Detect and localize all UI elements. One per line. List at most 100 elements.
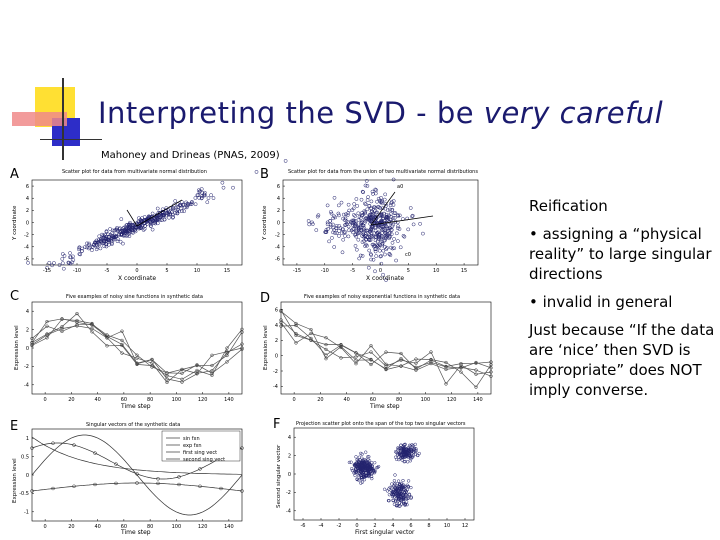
xtick-label: 60	[370, 397, 376, 403]
series-point	[90, 330, 94, 334]
data-point	[150, 215, 154, 219]
panel-letter-a: A	[10, 167, 19, 182]
xtick-label: 0	[44, 524, 47, 530]
data-point	[357, 230, 362, 235]
series-point	[279, 320, 283, 325]
data-point	[373, 235, 378, 239]
curve-point	[219, 486, 223, 491]
xtick-label: 0	[135, 268, 138, 274]
ytick-label: 4	[288, 435, 291, 441]
curve-point	[177, 482, 181, 487]
data-point	[346, 224, 351, 229]
series-point	[324, 336, 328, 340]
data-point	[323, 230, 328, 234]
data-point	[356, 237, 361, 242]
series-point	[474, 360, 478, 365]
data-point	[148, 220, 153, 225]
data-point	[60, 252, 65, 256]
series-point	[75, 311, 79, 316]
data-point	[385, 226, 390, 231]
xtick-label: 20	[68, 397, 74, 403]
data-point	[406, 479, 411, 483]
ytick-label: -6	[24, 257, 29, 263]
series-point	[324, 342, 328, 347]
data-point	[356, 218, 361, 222]
data-point	[396, 239, 400, 243]
data-point	[379, 254, 384, 258]
series-point	[225, 346, 229, 350]
xtick-label: -10	[73, 268, 81, 274]
data-point	[162, 217, 167, 222]
series-point	[474, 385, 478, 389]
data-point	[119, 217, 124, 221]
data-point	[354, 462, 358, 466]
data-point	[26, 260, 30, 265]
xtick-label: -6	[301, 523, 306, 529]
data-point	[220, 180, 225, 185]
data-point	[376, 245, 381, 250]
series-point	[369, 344, 373, 348]
data-point	[395, 226, 400, 231]
series-point	[399, 364, 403, 368]
series-point	[324, 353, 328, 357]
data-point	[357, 468, 361, 473]
data-point	[52, 261, 56, 265]
data-point	[405, 496, 410, 501]
data-point	[345, 222, 349, 227]
singular-direction-arrow	[136, 199, 183, 227]
data-point	[362, 209, 367, 214]
data-point	[155, 206, 160, 211]
data-point	[421, 231, 425, 236]
data-point	[328, 224, 333, 229]
data-point	[346, 220, 350, 225]
series-point	[294, 341, 298, 345]
data-point	[398, 504, 402, 508]
ytick-label: -6	[275, 257, 280, 263]
data-point	[387, 219, 392, 224]
data-point	[126, 223, 131, 227]
xlabel-f: First singular vector	[355, 529, 415, 536]
data-point	[180, 209, 184, 213]
data-point	[393, 211, 398, 215]
xtick-label: 20	[317, 397, 323, 403]
data-point	[78, 252, 83, 257]
data-point	[360, 213, 364, 218]
data-point	[361, 230, 366, 235]
data-point	[124, 227, 128, 232]
data-point	[365, 474, 369, 478]
series-point	[30, 341, 34, 345]
xtick-label: 0	[293, 397, 296, 403]
data-point	[393, 482, 397, 486]
data-point	[131, 222, 135, 227]
data-point	[399, 443, 403, 447]
data-point	[361, 212, 365, 217]
data-point	[406, 447, 411, 451]
data-point	[394, 504, 399, 508]
data-point	[369, 257, 373, 262]
series-point	[294, 321, 298, 326]
data-point	[370, 209, 375, 214]
series-point	[165, 380, 169, 385]
ytick-label: 0	[275, 353, 278, 359]
data-point	[383, 230, 387, 235]
series-point	[180, 367, 184, 372]
series-point	[210, 371, 214, 375]
data-point	[141, 228, 146, 232]
series-point	[150, 358, 154, 362]
data-point	[94, 247, 99, 252]
data-point	[376, 234, 380, 239]
data-point	[371, 257, 376, 262]
xtick-label: 40	[94, 397, 100, 403]
citation: Mahoney and Drineas (PNAS, 2009)	[101, 150, 280, 161]
series-point	[279, 318, 283, 322]
data-point	[378, 254, 383, 259]
series-line	[280, 311, 492, 370]
xtick-label: 10	[194, 268, 200, 274]
decorative-logo	[0, 0, 102, 170]
data-point	[328, 219, 333, 223]
data-point	[363, 210, 368, 214]
data-point	[392, 479, 397, 483]
data-point	[401, 478, 405, 483]
xtick-label: 40	[343, 397, 349, 403]
data-point	[392, 502, 397, 506]
